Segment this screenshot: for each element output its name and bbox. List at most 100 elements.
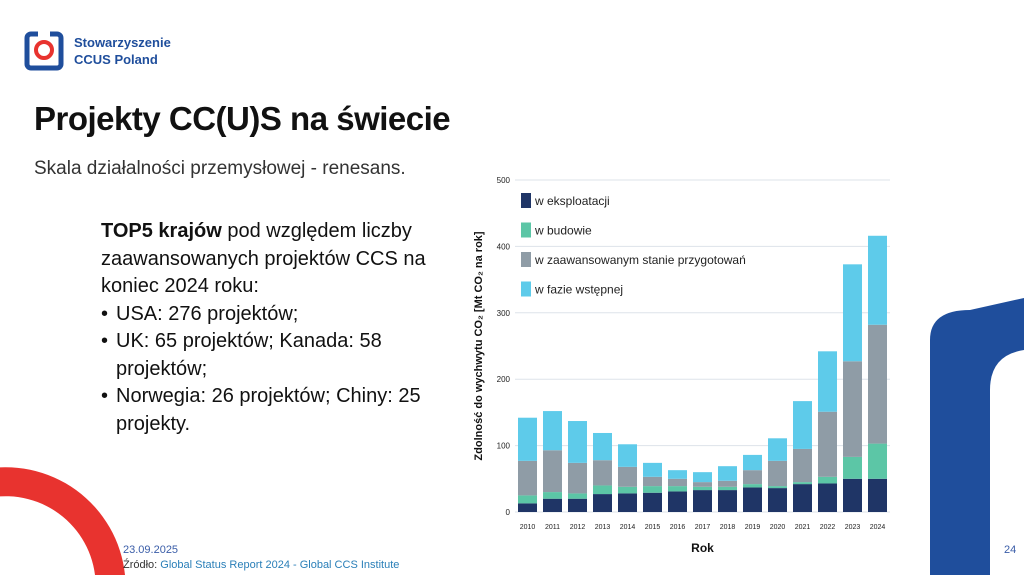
bar-segment [643,492,662,512]
bar-segment [743,484,762,488]
bar-segment [718,480,737,487]
slide-subtitle: Skala działalności przemysłowej - renesa… [34,158,406,179]
legend-swatch [521,252,531,267]
logo-text: Stowarzyszenie CCUS Poland [74,34,171,68]
blue-shape [930,298,1024,575]
y-tick-label: 200 [497,375,511,384]
bar-segment [618,486,637,494]
bullet: Norwegia: 26 projektów; Chiny: 25 projek… [101,383,441,438]
x-tick-label: 2022 [820,524,836,531]
bar-segment [693,472,712,483]
legend-label: w fazie wstępnej [534,283,623,297]
y-tick-label: 300 [497,309,511,318]
source: Źródło: Global Status Report 2024 - Glob… [123,559,399,571]
red-arc [0,467,125,575]
bar-segment [843,456,862,479]
bar-segment [793,401,812,449]
bar-segment [843,478,862,512]
y-tick-label: 500 [497,176,511,185]
bar-segment [668,478,687,487]
x-tick-label: 2020 [770,524,786,531]
legend-label: w eksploatacji [534,194,610,208]
body-bold: TOP5 krajów [101,220,222,242]
body-text: pod względem liczby zaawansowanych proje… [101,220,426,297]
bar-segment [568,462,587,494]
bar-segment [643,486,662,493]
bar-segment [618,466,637,487]
bar-segment [543,450,562,493]
bar-segment [768,438,787,461]
bar-segment [518,417,537,461]
x-tick-label: 2010 [520,524,536,531]
page-number: 24 [1004,544,1017,556]
legend-label: w zaawansowanym stanie przygotowań [534,253,746,267]
bar-segment [868,478,887,512]
legend-swatch [521,281,531,297]
bar-segment [593,494,612,512]
bar-segment [543,498,562,512]
bar-segment [693,482,712,487]
logo-icon [24,30,64,71]
x-tick-label: 2013 [595,524,611,531]
chart: 0 100 200 300 400 500 Zdolność do wychwytu CO₂… [473,176,890,555]
source-link[interactable]: Global Status Report 2024 - Global CCS I… [160,559,400,571]
bar-segment [843,264,862,362]
bullet-list: USA: 276 projektów; UK: 65 projektów; Ka… [101,301,441,439]
bar-segment [668,486,687,492]
bullet: USA: 276 projektów; [101,301,441,329]
bar-segment [818,483,837,512]
bullet: UK: 65 projektów; Kanada: 58 projektów; [101,328,441,383]
bar-segment [718,490,737,512]
bar-segment [743,487,762,512]
bar-segment [593,485,612,495]
bar-segment [768,460,787,487]
y-tick-label: 0 [506,508,511,517]
bar-segment [768,488,787,512]
bar-segment [643,462,662,477]
bar-segment [668,470,687,479]
bar-segment [818,411,837,477]
x-tick-label: 2011 [545,524,560,531]
bar-segment [618,444,637,467]
x-tick-label: 2024 [870,524,886,531]
x-tick-label: 2018 [720,524,736,531]
x-tick-label: 2023 [845,524,861,531]
x-tick-label: 2014 [620,524,636,531]
logo-line: CCUS Poland [74,52,158,67]
bar-segment [818,476,837,484]
bar-segment [668,491,687,512]
legend-label: w budowie [534,224,592,238]
legend-swatch [521,222,531,238]
bar-segment [693,486,712,491]
bar-segment [643,476,662,487]
bar-segment [743,470,762,485]
bar-segment [543,492,562,499]
bar-segment [743,454,762,471]
bar-segment [793,482,812,485]
legend-swatch [521,193,531,208]
logo-line: Stowarzyszenie [74,35,171,50]
bar-segment [693,490,712,512]
y-tick-label: 400 [497,242,511,251]
bar-segment [818,351,837,412]
x-tick-label: 2021 [795,524,811,531]
bar-segment [593,460,612,486]
x-axis-label: Rok [691,541,714,555]
bar-segment [518,495,537,504]
bar-segment [768,486,787,489]
bar-segment [718,486,737,491]
bar-segment [618,493,637,512]
bar-segment [793,484,812,512]
bar-segment [568,493,587,499]
x-tick-label: 2015 [645,524,661,531]
bar-segment [543,411,562,451]
bar-segment [718,466,737,481]
y-axis-label: Zdolność do wychwytu CO₂ [Mt CO₂ na rok] [473,231,485,461]
bar-segment [868,443,887,479]
bar-segment [568,421,587,463]
body-text: TOP5 krajów pod względem liczby zaawanso… [101,218,441,438]
bar-segment [518,460,537,496]
date: 23.09.2025 [123,544,179,556]
bar-segment [868,235,887,325]
